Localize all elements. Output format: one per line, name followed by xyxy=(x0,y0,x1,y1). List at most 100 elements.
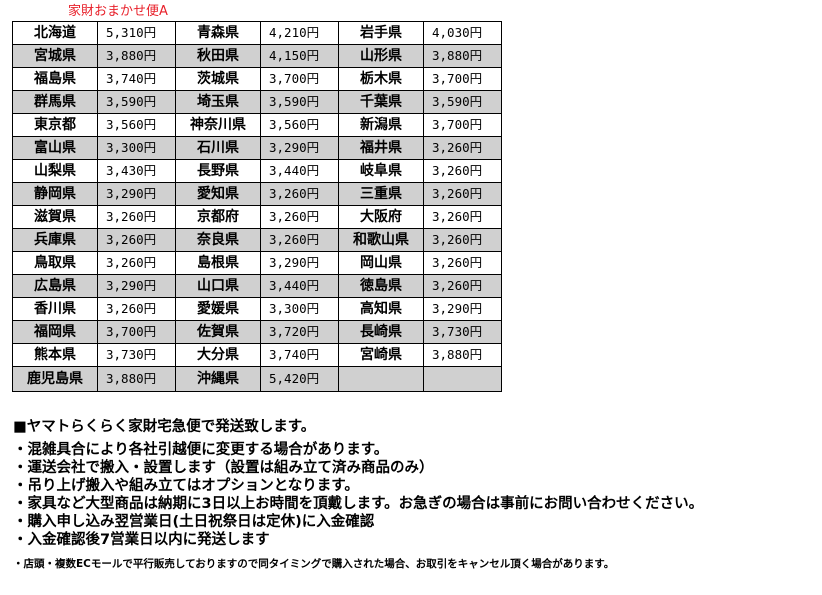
prefecture-cell: 茨城県 xyxy=(175,67,261,91)
table-row: 鹿児島県 3,880円 沖縄県 5,420円 xyxy=(12,366,502,392)
prefecture-cell: 岡山県 xyxy=(338,251,424,275)
prefecture-cell: 高知県 xyxy=(338,297,424,321)
price-cell: 3,260円 xyxy=(423,251,502,275)
price-cell: 4,030円 xyxy=(423,21,502,45)
price-cell: 3,700円 xyxy=(97,320,176,344)
prefecture-cell: 三重県 xyxy=(338,182,424,206)
note-item: ・購入申し込み翌営業日(土日祝祭日は定休)に入金確認 xyxy=(13,514,375,530)
price-cell: 3,730円 xyxy=(423,320,502,344)
prefecture-cell: 新潟県 xyxy=(338,113,424,137)
price-cell: 3,290円 xyxy=(423,297,502,321)
price-cell xyxy=(423,366,502,392)
table-row: 滋賀県 3,260円 京都府 3,260円 大阪府 3,260円 xyxy=(12,205,502,229)
section-title: 家財おまかせ便A xyxy=(68,4,168,19)
prefecture-cell: 愛知県 xyxy=(175,182,261,206)
price-cell: 3,260円 xyxy=(423,182,502,206)
table-row: 宮城県 3,880円 秋田県 4,150円 山形県 3,880円 xyxy=(12,44,502,68)
price-cell: 3,590円 xyxy=(423,90,502,114)
price-cell: 3,260円 xyxy=(97,251,176,275)
price-cell: 3,880円 xyxy=(97,366,176,392)
prefecture-cell: 宮崎県 xyxy=(338,343,424,367)
price-cell: 3,700円 xyxy=(423,67,502,91)
prefecture-cell: 香川県 xyxy=(12,297,98,321)
table-row: 富山県 3,300円 石川県 3,290円 福井県 3,260円 xyxy=(12,136,502,160)
price-cell: 5,310円 xyxy=(97,21,176,45)
prefecture-cell: 島根県 xyxy=(175,251,261,275)
table-row: 広島県 3,290円 山口県 3,440円 徳島県 3,260円 xyxy=(12,274,502,298)
price-cell: 3,260円 xyxy=(423,136,502,160)
note-item: ・混雑具合により各社引越便に変更する場合があります。 xyxy=(13,442,389,458)
notes-heading: ■ヤマトらくらく家財宅急便で発送致します。 xyxy=(13,419,316,435)
price-cell: 3,740円 xyxy=(260,343,339,367)
prefecture-cell: 埼玉県 xyxy=(175,90,261,114)
prefecture-cell xyxy=(338,366,424,392)
prefecture-cell: 山口県 xyxy=(175,274,261,298)
prefecture-cell: 神奈川県 xyxy=(175,113,261,137)
price-cell: 3,290円 xyxy=(97,182,176,206)
price-cell: 3,260円 xyxy=(423,159,502,183)
prefecture-cell: 山梨県 xyxy=(12,159,98,183)
prefecture-cell: 長野県 xyxy=(175,159,261,183)
price-cell: 4,210円 xyxy=(260,21,339,45)
prefecture-cell: 長崎県 xyxy=(338,320,424,344)
price-cell: 3,440円 xyxy=(260,159,339,183)
price-cell: 3,260円 xyxy=(423,205,502,229)
note-item: ・吊り上げ搬入や組み立てはオプションとなります。 xyxy=(13,478,359,494)
note-item: ・運送会社で搬入・設置します（設置は組み立て済み商品のみ） xyxy=(13,460,434,476)
shipping-notes: ■ヤマトらくらく家財宅急便で発送致します。 ・混雑具合により各社引越便に変更する… xyxy=(13,417,703,549)
price-cell: 3,700円 xyxy=(260,67,339,91)
price-cell: 3,440円 xyxy=(260,274,339,298)
prefecture-cell: 秋田県 xyxy=(175,44,261,68)
price-cell: 3,740円 xyxy=(97,67,176,91)
price-cell: 3,260円 xyxy=(423,228,502,252)
table-row: 静岡県 3,290円 愛知県 3,260円 三重県 3,260円 xyxy=(12,182,502,206)
prefecture-cell: 石川県 xyxy=(175,136,261,160)
price-cell: 3,260円 xyxy=(423,274,502,298)
price-cell: 3,720円 xyxy=(260,320,339,344)
prefecture-cell: 福岡県 xyxy=(12,320,98,344)
prefecture-cell: 静岡県 xyxy=(12,182,98,206)
table-row: 山梨県 3,430円 長野県 3,440円 岐阜県 3,260円 xyxy=(12,159,502,183)
prefecture-cell: 和歌山県 xyxy=(338,228,424,252)
prefecture-cell: 富山県 xyxy=(12,136,98,160)
price-cell: 3,300円 xyxy=(260,297,339,321)
price-cell: 3,880円 xyxy=(97,44,176,68)
prefecture-cell: 兵庫県 xyxy=(12,228,98,252)
prefecture-cell: 大阪府 xyxy=(338,205,424,229)
price-cell: 3,260円 xyxy=(260,182,339,206)
price-cell: 3,560円 xyxy=(97,113,176,137)
prefecture-cell: 栃木県 xyxy=(338,67,424,91)
prefecture-cell: 熊本県 xyxy=(12,343,98,367)
prefecture-cell: 北海道 xyxy=(12,21,98,45)
price-cell: 3,590円 xyxy=(97,90,176,114)
price-cell: 3,260円 xyxy=(97,205,176,229)
table-row: 東京都 3,560円 神奈川県 3,560円 新潟県 3,700円 xyxy=(12,113,502,137)
prefecture-cell: 千葉県 xyxy=(338,90,424,114)
prefecture-cell: 滋賀県 xyxy=(12,205,98,229)
prefecture-cell: 福井県 xyxy=(338,136,424,160)
prefecture-cell: 群馬県 xyxy=(12,90,98,114)
prefecture-cell: 広島県 xyxy=(12,274,98,298)
prefecture-cell: 徳島県 xyxy=(338,274,424,298)
price-cell: 3,430円 xyxy=(97,159,176,183)
price-cell: 5,420円 xyxy=(260,366,339,392)
price-cell: 3,260円 xyxy=(260,228,339,252)
price-cell: 3,560円 xyxy=(260,113,339,137)
prefecture-cell: 福島県 xyxy=(12,67,98,91)
note-item: ・家具など大型商品は納期に3日以上お時間を頂戴します。お急ぎの場合は事前にお問い… xyxy=(13,496,704,512)
price-cell: 3,300円 xyxy=(97,136,176,160)
prefecture-cell: 大分県 xyxy=(175,343,261,367)
prefecture-cell: 宮城県 xyxy=(12,44,98,68)
table-row: 香川県 3,260円 愛媛県 3,300円 高知県 3,290円 xyxy=(12,297,502,321)
shipping-rate-table: 北海道 5,310円 青森県 4,210円 岩手県 4,030円 宮城県 3,880円 秋田県 4… xyxy=(12,21,502,392)
prefecture-cell: 鹿児島県 xyxy=(12,366,98,392)
prefecture-cell: 山形県 xyxy=(338,44,424,68)
prefecture-cell: 鳥取県 xyxy=(12,251,98,275)
price-cell: 3,730円 xyxy=(97,343,176,367)
price-cell: 3,260円 xyxy=(97,297,176,321)
prefecture-cell: 愛媛県 xyxy=(175,297,261,321)
price-cell: 3,880円 xyxy=(423,343,502,367)
prefecture-cell: 奈良県 xyxy=(175,228,261,252)
prefecture-cell: 沖縄県 xyxy=(175,366,261,392)
price-cell: 3,290円 xyxy=(260,251,339,275)
